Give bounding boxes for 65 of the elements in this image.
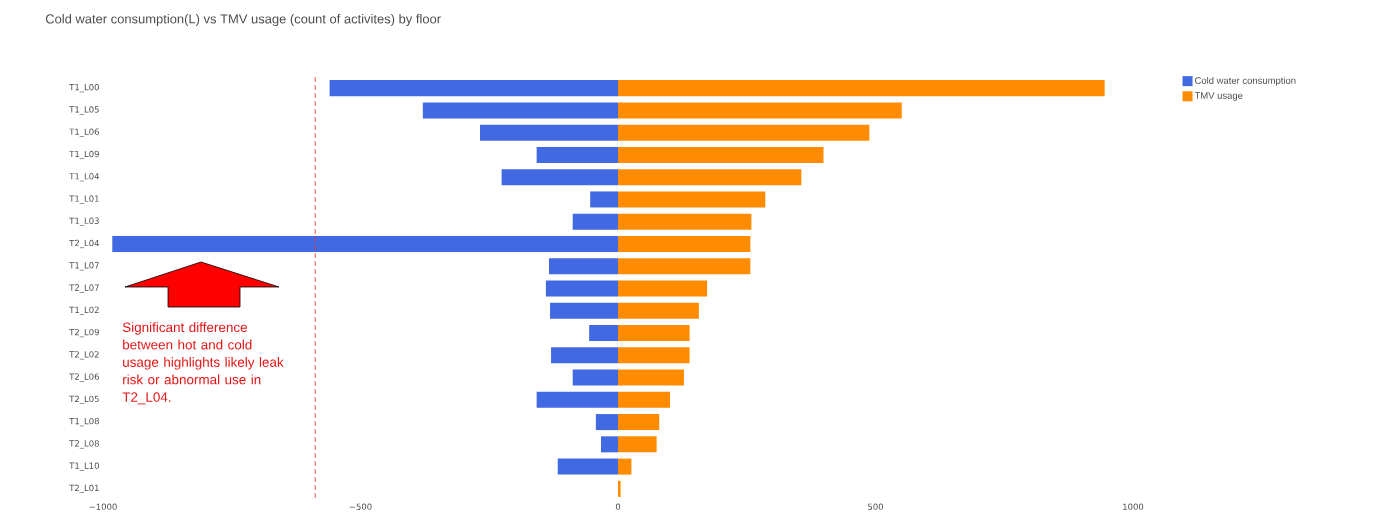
bar xyxy=(618,169,802,186)
y-tick-label: T2_L02 xyxy=(69,351,99,360)
x-tick-label: −1000 xyxy=(89,503,117,510)
y-tick-label: T1_L06 xyxy=(69,128,99,137)
bar xyxy=(572,369,619,386)
bar xyxy=(618,369,684,386)
y-tick-label: T2_L08 xyxy=(69,440,99,449)
bar xyxy=(618,280,708,297)
bar xyxy=(590,191,619,208)
bar xyxy=(618,213,752,230)
y-tick-label: T1_L03 xyxy=(69,217,99,226)
y-tick-label: T2_L04 xyxy=(69,239,100,249)
bar xyxy=(501,169,619,186)
bar xyxy=(595,414,619,431)
y-tick-label: T1_L08 xyxy=(69,417,99,427)
y-tick-label: T2_L06 xyxy=(69,373,99,382)
bar xyxy=(329,80,619,97)
y-tick-label: T1_L05 xyxy=(69,106,99,115)
bar xyxy=(479,124,619,141)
bar xyxy=(618,191,766,208)
bar xyxy=(557,458,619,475)
x-tick-label: 0 xyxy=(615,503,621,510)
y-tick-label: T1_L09 xyxy=(69,150,99,160)
y-tick-label: T2_L07 xyxy=(69,284,99,293)
x-tick-label: 500 xyxy=(868,503,884,510)
y-tick-label: T2_L05 xyxy=(69,395,99,404)
bar xyxy=(618,347,690,364)
legend-label: Cold water consumption xyxy=(1195,76,1296,86)
bar xyxy=(618,414,660,431)
bar xyxy=(572,213,619,230)
bar xyxy=(618,235,751,252)
bar xyxy=(618,436,657,453)
x-tick-label: 1000 xyxy=(1123,503,1144,510)
bar xyxy=(618,325,690,342)
bar xyxy=(550,302,619,319)
bar xyxy=(618,480,621,497)
bar xyxy=(589,325,619,342)
bar xyxy=(618,302,699,319)
chart-title: Cold water consumption(L) vs TMV usage (count of activites) by floor xyxy=(45,13,441,27)
y-tick-label: T1_L02 xyxy=(69,306,99,315)
bar xyxy=(618,146,824,163)
bar xyxy=(601,436,619,453)
bar xyxy=(536,146,619,163)
bar xyxy=(618,124,870,141)
bar xyxy=(549,258,619,275)
y-tick-label: T1_L10 xyxy=(69,462,99,471)
annotation: Significant difference between hot and cold usage highlights likely leak risk or abnormal use in T2_L04. xyxy=(122,322,284,405)
y-tick-label: T1_L01 xyxy=(69,195,99,204)
y-tick-label: T2_L09 xyxy=(69,328,99,338)
bar xyxy=(545,280,619,297)
bar xyxy=(422,102,619,119)
x-tick-label: −500 xyxy=(349,503,372,510)
bar xyxy=(618,80,1105,97)
bar xyxy=(112,235,619,252)
bar xyxy=(551,347,619,364)
legend-label: TMV usage xyxy=(1194,92,1243,101)
y-tick-label: T1_L00 xyxy=(69,84,99,93)
y-tick-label: T1_L07 xyxy=(69,262,99,271)
bar xyxy=(618,458,632,475)
y-tick-label: T1_L04 xyxy=(69,173,100,182)
bar xyxy=(536,391,619,408)
bar xyxy=(618,391,671,408)
bar xyxy=(618,258,751,275)
y-tick-label: T2_L01 xyxy=(69,484,99,494)
bar xyxy=(618,102,902,119)
